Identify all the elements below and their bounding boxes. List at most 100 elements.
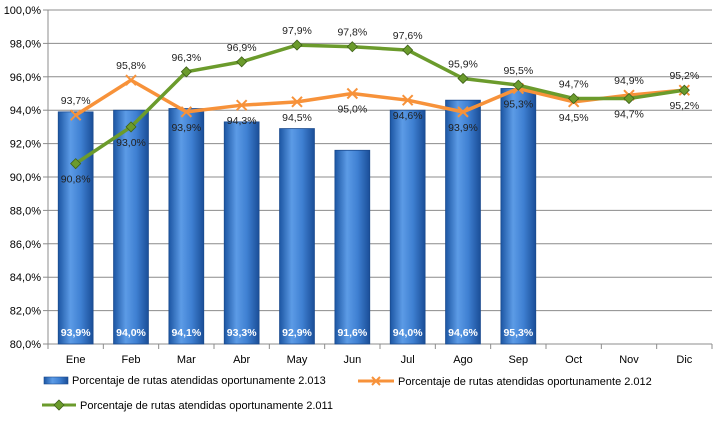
legend-marker-2012 bbox=[371, 376, 381, 386]
legend-label-2011: Porcentaje de rutas atendidas oportuname… bbox=[80, 400, 333, 412]
line-2012-data-label: 95,0% bbox=[337, 104, 367, 116]
line-2012-data-label: 94,6% bbox=[393, 110, 423, 122]
line-2012-data-label: 94,9% bbox=[614, 75, 644, 87]
line-2011-data-label: 97,9% bbox=[282, 25, 312, 37]
bar-data-label: 94,0% bbox=[393, 327, 423, 339]
bar-2013 bbox=[279, 128, 315, 345]
x-tick-label: Jul bbox=[401, 354, 415, 366]
line-2011-data-label: 96,3% bbox=[171, 52, 201, 64]
marker-diamond bbox=[291, 39, 303, 51]
bar-data-label: 94,1% bbox=[171, 327, 201, 339]
line-2012-data-label: 95,8% bbox=[116, 60, 146, 72]
x-tick-label: Jun bbox=[343, 354, 361, 366]
x-tick-label: Dic bbox=[676, 354, 692, 366]
legend-marker-2011 bbox=[53, 399, 65, 411]
marker-x bbox=[291, 96, 303, 108]
y-tick-label: 94,0% bbox=[10, 105, 41, 117]
series-line-1 bbox=[74, 78, 685, 117]
x-tick-label: Nov bbox=[619, 354, 639, 366]
y-tick-label: 84,0% bbox=[10, 272, 41, 284]
marker-x bbox=[346, 87, 359, 100]
marker-diamond bbox=[180, 66, 192, 78]
x-tick-label: Oct bbox=[565, 354, 582, 366]
line-2012-data-label: 93,9% bbox=[171, 122, 201, 134]
data-labels: 93,9% 94,0% 94,1% 93,3% 92,9% 91,6% 94,0% 94,6%… bbox=[61, 25, 699, 339]
legend-label-2013: Porcentaje de rutas atendidas oportuname… bbox=[72, 375, 326, 387]
line-2011-data-label: 95,9% bbox=[448, 58, 478, 70]
line-2011-data-label: 94,7% bbox=[559, 79, 589, 91]
bar-2013 bbox=[389, 109, 426, 345]
y-tick-label: 98,0% bbox=[10, 38, 41, 50]
marker-x bbox=[401, 94, 414, 106]
line-series bbox=[69, 39, 691, 170]
bar-series-2013 bbox=[57, 88, 537, 345]
line-2011-data-label: 95,5% bbox=[503, 65, 533, 77]
line-2012-data-label: 94,5% bbox=[559, 112, 589, 124]
bar-2013 bbox=[334, 149, 371, 345]
y-tick-label: 80,0% bbox=[10, 339, 41, 351]
x-tick-label: Sep bbox=[509, 354, 529, 366]
y-tick-label: 86,0% bbox=[10, 239, 41, 251]
line-2012-data-label: 95,2% bbox=[669, 100, 699, 112]
line-2011-data-label: 94,7% bbox=[614, 109, 644, 121]
bar-2013 bbox=[168, 108, 205, 345]
legend-label-2012: Porcentaje de rutas atendidas oportuname… bbox=[398, 376, 652, 388]
y-tick-label: 90,0% bbox=[10, 172, 41, 184]
bar-data-label: 94,6% bbox=[448, 327, 478, 339]
bar-2013 bbox=[223, 121, 260, 345]
line-2012-data-label: 94,5% bbox=[282, 112, 312, 124]
marker-x bbox=[457, 106, 469, 118]
bar-data-label: 91,6% bbox=[337, 327, 367, 339]
marker-diamond bbox=[125, 121, 137, 133]
legend-swatch-2013 bbox=[43, 376, 69, 385]
marker-diamond bbox=[623, 92, 635, 105]
line-2012-data-label: 93,7% bbox=[61, 95, 91, 107]
marker-diamond bbox=[568, 92, 580, 105]
bar-2013 bbox=[113, 109, 149, 345]
bar-2013 bbox=[500, 88, 537, 345]
line-2011-data-label: 97,8% bbox=[337, 27, 367, 39]
bar-data-label: 93,9% bbox=[61, 327, 91, 339]
series-line-2 bbox=[74, 43, 685, 166]
line-2012-data-label: 93,9% bbox=[448, 122, 478, 134]
marker-diamond bbox=[678, 84, 690, 96]
marker-diamond bbox=[402, 44, 414, 56]
marker-x bbox=[180, 106, 193, 118]
marker-diamond bbox=[457, 72, 469, 85]
x-tick-label: Mar bbox=[177, 354, 196, 366]
marker-x bbox=[125, 74, 137, 86]
x-tick-label: Abr bbox=[233, 354, 250, 366]
bar-data-label: 95,3% bbox=[503, 327, 533, 339]
x-tick-label: May bbox=[287, 354, 308, 366]
marker-diamond bbox=[346, 41, 358, 53]
x-tick-label: Ene bbox=[66, 354, 86, 366]
line-2011-data-label: 95,2% bbox=[669, 70, 699, 82]
marker-x bbox=[235, 99, 248, 111]
grid-lines bbox=[48, 9, 712, 345]
bar-2013 bbox=[57, 111, 94, 345]
line-2011-data-label: 96,9% bbox=[227, 42, 257, 54]
line-2011-data-label: 93,0% bbox=[116, 137, 146, 149]
bar-data-label: 93,3% bbox=[227, 327, 257, 339]
marker-diamond bbox=[236, 56, 248, 68]
line-2012-data-label: 95,3% bbox=[503, 98, 533, 110]
y-tick-label: 100,0% bbox=[4, 5, 42, 17]
marker-diamond bbox=[70, 158, 82, 170]
line-2012-data-label: 94,3% bbox=[227, 115, 257, 127]
x-tick-label: Ago bbox=[453, 354, 473, 366]
y-tick-label: 92,0% bbox=[10, 139, 41, 151]
legend: Porcentaje de rutas atendidas oportuname… bbox=[42, 375, 652, 412]
y-tick-label: 88,0% bbox=[10, 205, 41, 217]
marker-diamond bbox=[512, 79, 524, 91]
bar-2013 bbox=[445, 99, 481, 345]
marker-x bbox=[69, 109, 82, 121]
y-tick-label: 96,0% bbox=[10, 72, 41, 84]
line-2011-data-label: 97,6% bbox=[393, 30, 423, 42]
y-tick-label: 82,0% bbox=[10, 306, 41, 318]
bar-data-label: 94,0% bbox=[116, 327, 146, 339]
x-tick-label: Feb bbox=[122, 354, 141, 366]
line-2011-data-label: 90,8% bbox=[61, 174, 91, 186]
axes: 80,0% 82,0% 84,0% 86,0% 88,0% 90,0% 92,0% 94,0%… bbox=[4, 5, 713, 366]
bar-data-label: 92,9% bbox=[282, 327, 312, 339]
